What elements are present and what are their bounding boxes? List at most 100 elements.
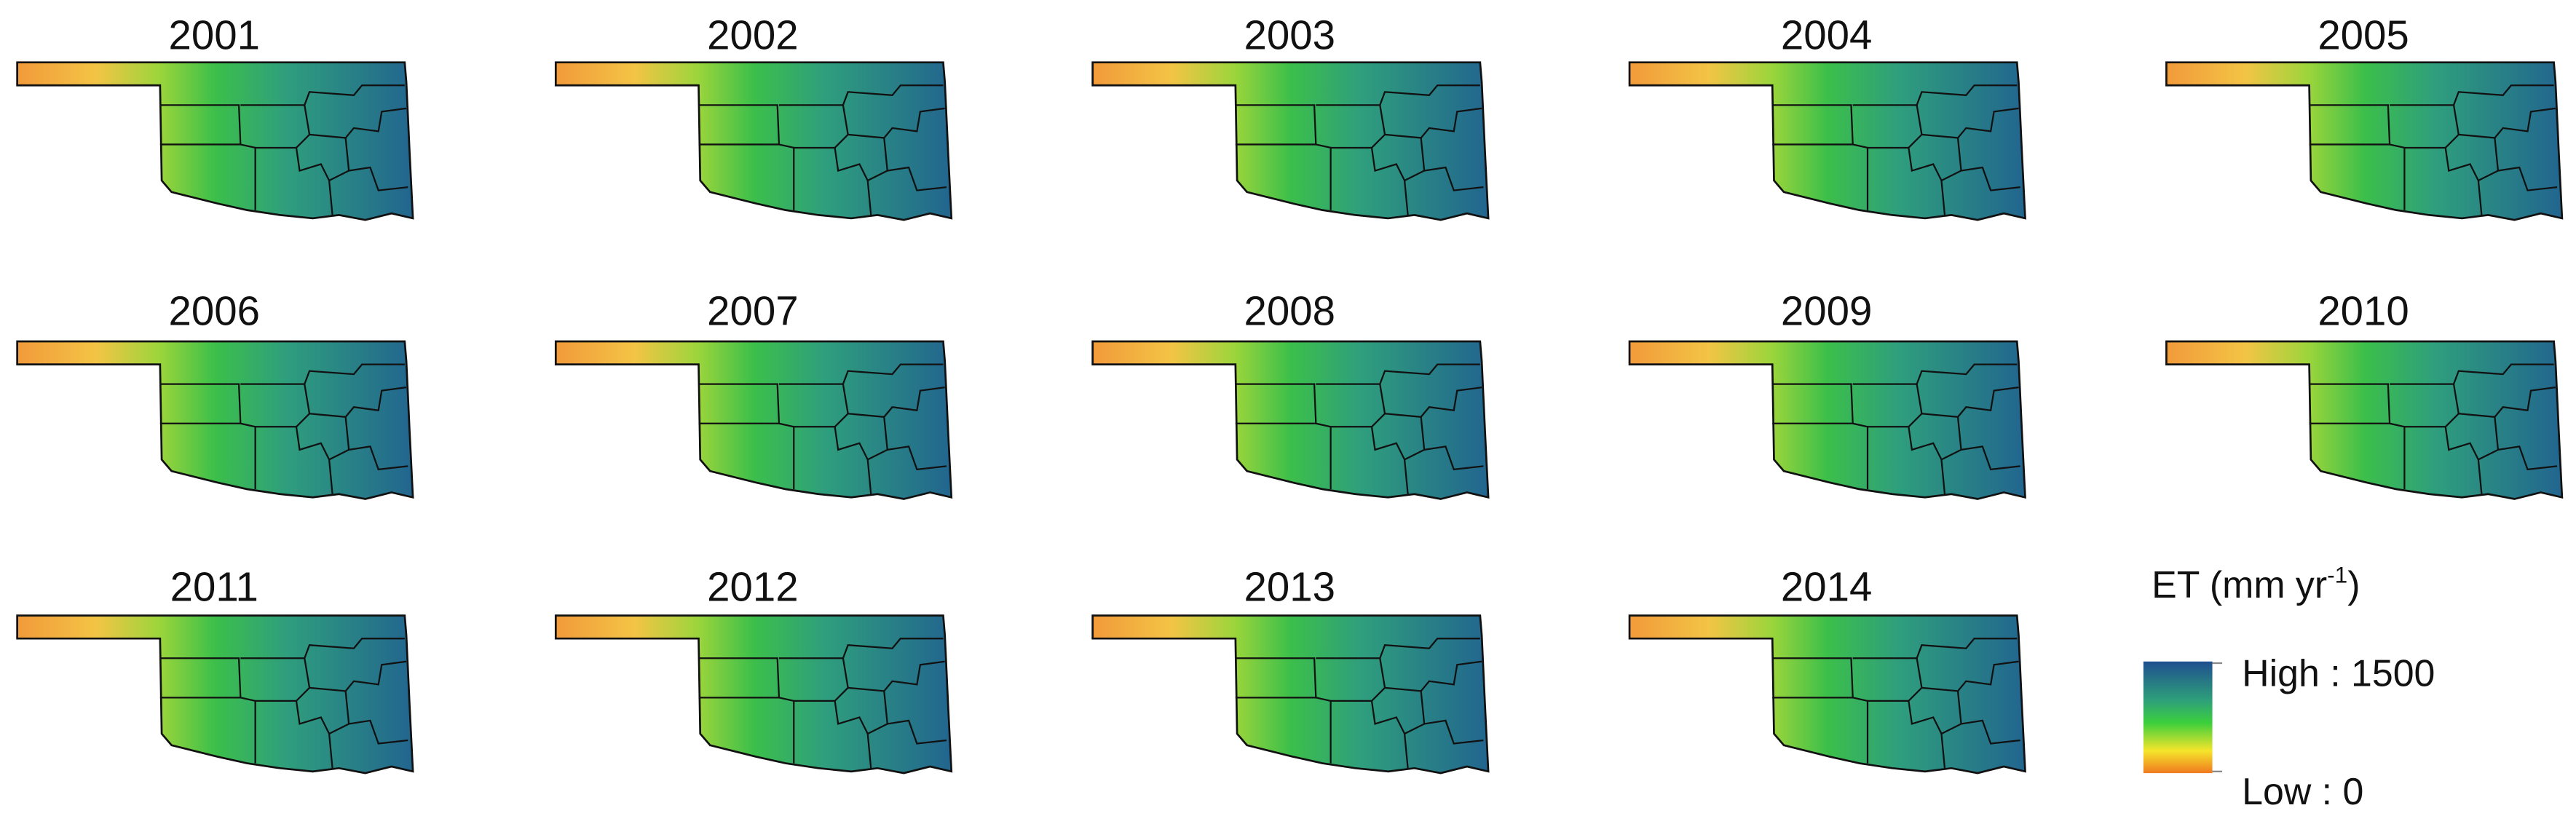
map-panel	[554, 61, 953, 221]
region-boundary	[1852, 84, 2018, 106]
region-boundary	[2458, 107, 2556, 139]
region-boundary	[2497, 166, 2558, 191]
map-panel	[1628, 340, 2026, 500]
region-boundary	[1423, 445, 1484, 471]
region-boundary	[1330, 146, 1409, 215]
state-map	[1091, 614, 1490, 775]
legend-title-superscript: -1	[2327, 562, 2347, 588]
map-panel	[1091, 614, 1490, 775]
region-boundary	[887, 166, 947, 191]
map-title: 2009	[1781, 288, 1872, 333]
map-title: 2014	[1781, 563, 1872, 609]
map-title: 2010	[2318, 288, 2409, 333]
region-boundary	[255, 146, 333, 215]
region-boundary	[778, 84, 944, 106]
map-title: 2006	[169, 288, 260, 333]
region-boundary	[1921, 387, 2019, 418]
region-boundary	[1330, 700, 1409, 769]
region-boundary	[1868, 700, 1946, 769]
region-boundary	[240, 638, 405, 659]
region-boundary	[1384, 387, 1482, 418]
region-boundary	[255, 700, 333, 769]
state-map	[554, 614, 953, 775]
region-boundary	[1423, 719, 1484, 745]
region-boundary	[1961, 445, 2020, 471]
state-map	[1628, 340, 2026, 500]
region-boundary	[348, 445, 408, 471]
map-title: 2002	[707, 12, 798, 58]
region-boundary	[255, 426, 333, 494]
map-title: 2011	[170, 563, 258, 609]
region-boundary	[2497, 445, 2558, 471]
map-title: 2003	[1244, 12, 1335, 58]
color-bar	[2143, 661, 2213, 774]
legend-high-label: High : 1500	[2242, 652, 2435, 694]
map-panel	[2165, 61, 2564, 221]
state-map	[1628, 614, 2026, 775]
legend: ET (mm yr-1) High : 1500 Low : 0	[2143, 562, 2435, 812]
map-panel	[1091, 340, 1490, 500]
region-boundary	[1316, 84, 1480, 106]
region-boundary	[2390, 363, 2554, 385]
map-title: 2004	[1781, 12, 1872, 58]
state-map	[2165, 61, 2564, 221]
region-boundary	[1316, 638, 1480, 659]
state-map	[16, 614, 414, 775]
map-panel	[16, 61, 414, 221]
state-map	[554, 340, 953, 500]
map-title: 2001	[169, 12, 260, 58]
region-boundary	[1921, 107, 2019, 139]
region-boundary	[309, 107, 407, 139]
region-boundary	[887, 719, 947, 745]
map-title: 2008	[1244, 288, 1335, 333]
map-title: 2013	[1244, 563, 1335, 609]
region-boundary	[1921, 660, 2019, 692]
legend-low-label: Low : 0	[2242, 770, 2363, 812]
region-boundary	[2404, 426, 2483, 494]
map-panel	[1091, 61, 1490, 221]
map-panel	[1628, 614, 2026, 775]
region-boundary	[1316, 363, 1480, 385]
state-map	[1628, 61, 2026, 221]
region-boundary	[348, 719, 408, 745]
region-boundary	[1868, 426, 1946, 494]
region-boundary	[309, 387, 407, 418]
state-map	[1091, 340, 1490, 500]
state-map	[554, 61, 953, 221]
region-boundary	[1961, 719, 2020, 745]
region-boundary	[848, 387, 945, 418]
legend-title-text: ET (mm yr	[2152, 563, 2327, 606]
region-boundary	[794, 426, 872, 494]
region-boundary	[309, 660, 407, 692]
map-title: 2007	[707, 288, 798, 333]
region-boundary	[1852, 363, 2018, 385]
region-boundary	[240, 363, 405, 385]
region-boundary	[1423, 166, 1484, 191]
region-boundary	[1330, 426, 1409, 494]
region-boundary	[887, 445, 947, 471]
region-boundary	[794, 700, 872, 769]
region-boundary	[2404, 146, 2483, 215]
region-boundary	[2390, 84, 2554, 106]
region-boundary	[1961, 166, 2020, 191]
region-boundary	[1384, 660, 1482, 692]
legend-title: ET (mm yr-1)	[2152, 562, 2360, 606]
region-boundary	[848, 660, 945, 692]
region-boundary	[1868, 146, 1946, 215]
map-title: 2005	[2318, 12, 2409, 58]
region-boundary	[848, 107, 945, 139]
region-boundary	[1384, 107, 1482, 139]
region-boundary	[778, 638, 944, 659]
region-boundary	[348, 166, 408, 191]
map-panel	[1628, 61, 2026, 221]
region-boundary	[1852, 638, 2018, 659]
state-map	[16, 61, 414, 221]
map-panel	[16, 614, 414, 775]
state-map	[1091, 61, 1490, 221]
map-panel	[554, 614, 953, 775]
map-panel	[16, 340, 414, 500]
map-panel	[2165, 340, 2564, 500]
map-title: 2012	[707, 563, 798, 609]
